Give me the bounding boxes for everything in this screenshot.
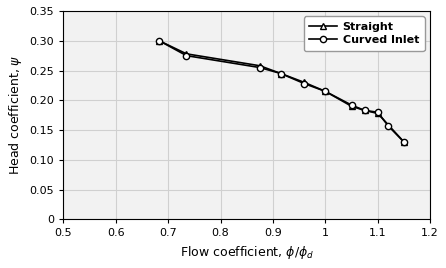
Curved Inlet [349, 103, 354, 107]
Line: Straight: Straight [156, 38, 407, 145]
X-axis label: Flow coefficient, $\phi/\phi_d$: Flow coefficient, $\phi/\phi_d$ [180, 244, 314, 261]
Curved Inlet [184, 54, 189, 57]
Straight [278, 72, 284, 75]
Legend: Straight, Curved Inlet: Straight, Curved Inlet [304, 17, 425, 51]
Straight [322, 90, 328, 93]
Line: Curved Inlet: Curved Inlet [156, 38, 407, 145]
Curved Inlet [401, 140, 407, 144]
Curved Inlet [386, 124, 391, 128]
Straight [375, 112, 380, 115]
Curved Inlet [278, 72, 284, 75]
Curved Inlet [301, 82, 307, 85]
Curved Inlet [322, 90, 328, 93]
Y-axis label: Head coefficient, $\psi$: Head coefficient, $\psi$ [7, 55, 24, 175]
Straight [257, 64, 263, 67]
Straight [157, 39, 162, 42]
Curved Inlet [157, 39, 162, 42]
Curved Inlet [362, 109, 368, 112]
Straight [362, 109, 368, 112]
Straight [401, 140, 407, 144]
Straight [349, 105, 354, 108]
Curved Inlet [375, 111, 380, 114]
Straight [301, 81, 307, 84]
Straight [184, 52, 189, 55]
Curved Inlet [257, 66, 263, 69]
